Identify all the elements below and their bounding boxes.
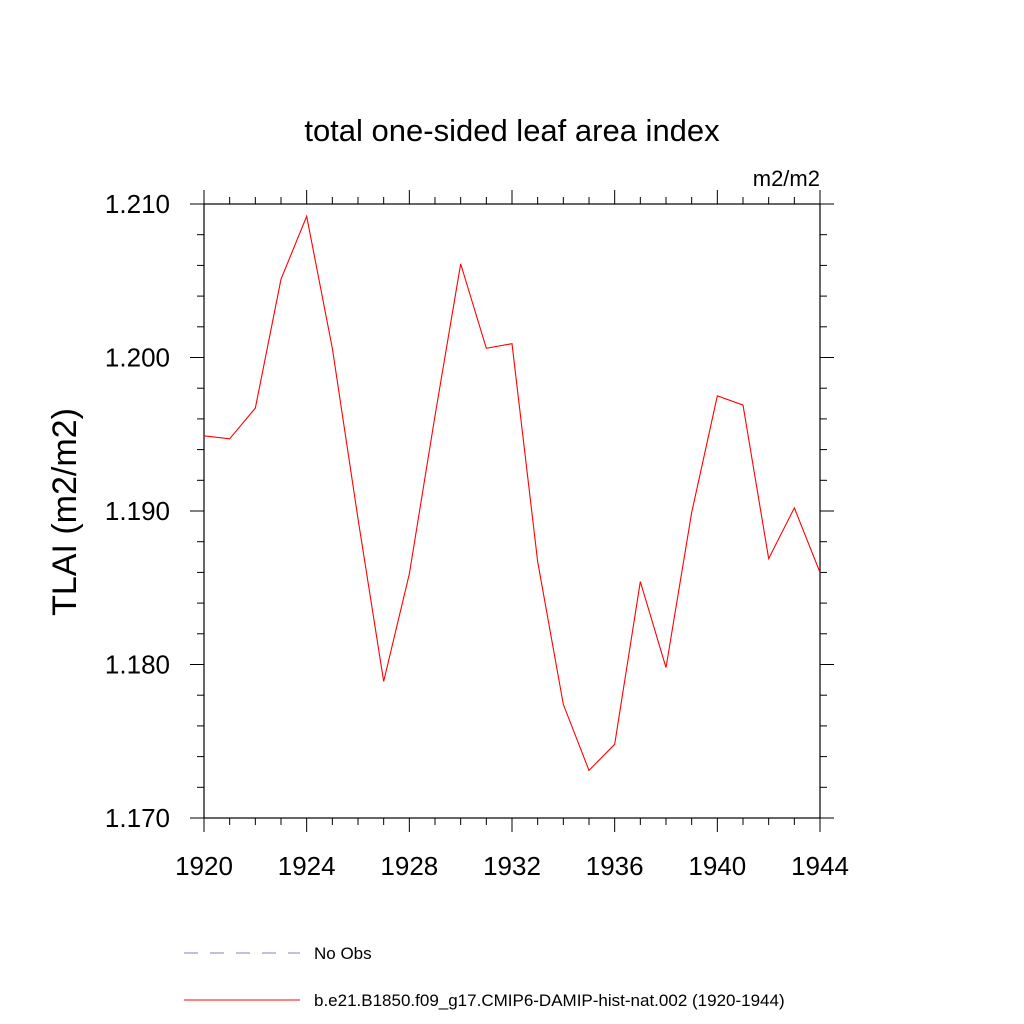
legend-label: No Obs [314,944,372,963]
plot-frame [203,203,821,819]
x-tick-label: 1928 [380,851,438,881]
x-tick-label: 1944 [791,851,849,881]
y-tick-label: 1.200 [105,343,170,373]
legend: No Obs b.e21.B1850.f09_g17.CMIP6-DAMIP-hi… [184,944,785,1010]
units-label: m2/m2 [753,166,820,191]
x-tick-label: 1920 [175,851,233,881]
legend-label: b.e21.B1850.f09_g17.CMIP6-DAMIP-hist-nat… [314,991,785,1010]
axis-tick-labels: 1920 1924 1928 1932 1936 1940 1944 1.170 1.180 1.… [105,189,849,881]
axis-ticks [190,190,834,832]
x-tick-label: 1924 [278,851,336,881]
y-tick-label: 1.180 [105,650,170,680]
y-tick-label: 1.190 [105,496,170,526]
x-tick-label: 1940 [688,851,746,881]
chart-title: total one-sided leaf area index [304,113,720,148]
y-tick-label: 1.210 [105,189,170,219]
x-tick-label: 1932 [483,851,541,881]
series-line [203,214,821,772]
data-series [203,214,821,772]
y-tick-label: 1.170 [105,803,170,833]
x-tick-label: 1936 [586,851,644,881]
y-axis-label: TLAI (m2/m2) [46,408,84,616]
